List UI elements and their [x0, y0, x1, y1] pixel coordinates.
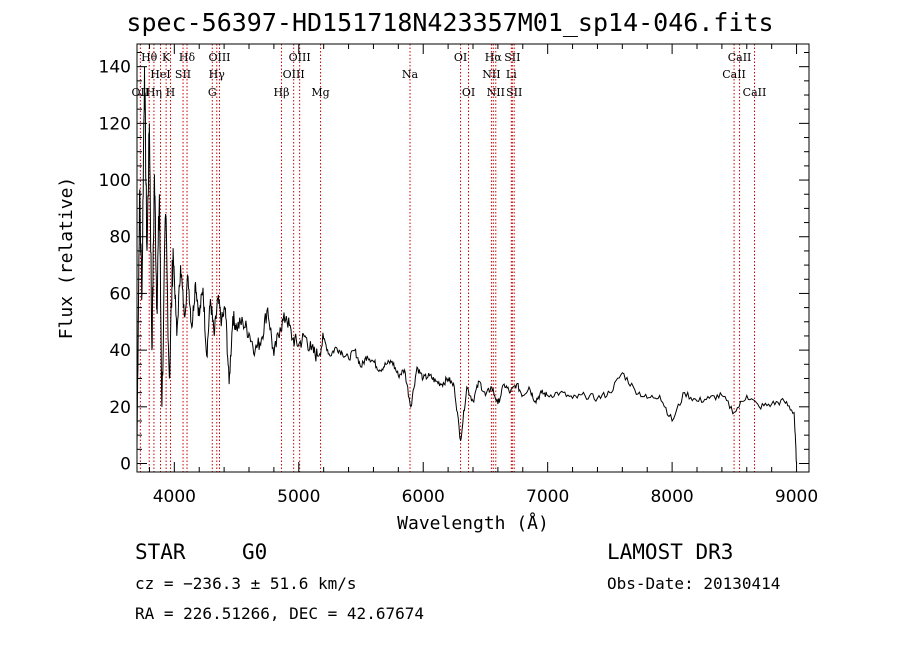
line-label-12: OIII [283, 68, 305, 81]
x-axis-label: Wavelength (Å) [397, 512, 549, 534]
line-label-11: Hβ [274, 86, 290, 99]
obs-date: Obs-Date: 20130414 [607, 574, 781, 593]
x-tick-label-4: 8000 [650, 487, 693, 507]
y-tick-label-6: 120 [99, 114, 131, 134]
line-label-3: HeI [150, 68, 170, 81]
x-tick-label-0: 4000 [153, 487, 196, 507]
line-label-5: H [166, 86, 176, 99]
line-label-19: Hα [485, 51, 503, 64]
line-label-23: SII [506, 86, 522, 99]
spectrum-line [136, 66, 798, 464]
line-label-18: NII [482, 68, 500, 81]
y-tick-label-7: 140 [99, 58, 131, 78]
line-label-20: NII [487, 86, 505, 99]
line-label-4: K [162, 51, 171, 64]
line-label-26: CaII [743, 86, 767, 99]
y-tick-label-1: 20 [109, 398, 131, 418]
line-label-21: Li [506, 68, 517, 81]
line-label-22: SII [504, 51, 520, 64]
x-tick-label-5: 9000 [775, 487, 818, 507]
survey-name: LAMOST DR3 [607, 540, 734, 564]
y-tick-label-3: 60 [109, 284, 131, 304]
line-label-6: SII [175, 68, 191, 81]
spectrum-series [136, 66, 798, 464]
line-label-10: OIII [208, 51, 230, 64]
x-tick-label-2: 6000 [402, 487, 445, 507]
y-tick-label-0: 0 [120, 454, 131, 474]
axes: 4000 5000 6000 7000 8000 9000 0 20 40 60 80 100 120 1… [99, 44, 818, 507]
object-class: STAR [135, 540, 186, 564]
coordinates: RA = 226.51266, DEC = 42.67674 [135, 604, 424, 623]
plot-frame [136, 43, 810, 473]
line-label-2: Hη [146, 86, 162, 99]
line-markers [139, 44, 755, 472]
object-subclass: G0 [242, 540, 268, 564]
y-tick-label-4: 80 [109, 228, 131, 248]
line-label-8: G [208, 86, 217, 99]
line-label-17: OI [462, 86, 475, 99]
y-axis-label: Flux (relative) [56, 177, 77, 340]
line-labels: OII Hθ Hη HeI K H SII Hδ G Hγ OIII Hβ OIII OIII Mg Na OI… [132, 51, 767, 99]
line-label-7: Hδ [179, 51, 196, 64]
redshift-readout: cz = −236.3 ± 51.6 km/s [135, 574, 357, 593]
x-tick-label-3: 7000 [526, 487, 569, 507]
line-label-9: Hγ [209, 68, 226, 81]
line-label-14: Mg [311, 86, 329, 99]
chart-title: spec-56397-HD151718N423357M01_sp14-046.f… [126, 8, 774, 37]
y-tick-label-5: 100 [99, 171, 131, 191]
line-label-13: OIII [289, 51, 311, 64]
y-tick-label-2: 40 [109, 341, 131, 361]
line-label-25: CaII [728, 51, 752, 64]
x-tick-label-1: 5000 [277, 487, 320, 507]
line-label-0: OII [132, 86, 150, 99]
line-label-15: Na [402, 68, 419, 81]
line-label-24: CaII [722, 68, 746, 81]
line-label-1: Hθ [141, 51, 158, 64]
line-label-16: OI [454, 51, 467, 64]
